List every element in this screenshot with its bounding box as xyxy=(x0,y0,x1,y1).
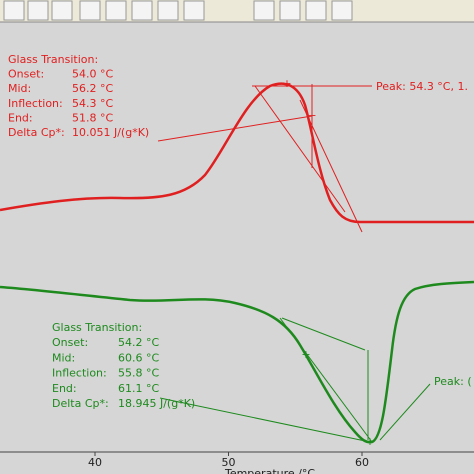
toolbar-button[interactable] xyxy=(279,0,301,21)
annotation-label: Delta Cp*: xyxy=(52,397,109,410)
annotation-value: 10.051 J/(g*K) xyxy=(72,126,149,139)
toolbar-button[interactable] xyxy=(253,0,275,21)
point-marker: + xyxy=(301,348,310,361)
peak-marker: + xyxy=(282,77,291,90)
annotation-value: 55.8 °C xyxy=(118,367,159,380)
peak-marker: + xyxy=(365,435,374,448)
annotation-label: End: xyxy=(8,111,33,124)
annotation-label: Onset: xyxy=(8,68,44,81)
x-tick-label: 60 xyxy=(355,456,369,469)
annotation-label: Onset: xyxy=(52,336,88,349)
annotation-label: Inflection: xyxy=(8,97,63,110)
annotation-title: Glass Transition: xyxy=(8,53,98,66)
toolbar-button[interactable] xyxy=(305,0,327,21)
toolbar-button[interactable] xyxy=(79,0,101,21)
annotation-value: 18.945 J/(g*K) xyxy=(118,397,195,410)
annotation-value: 54.2 °C xyxy=(118,336,159,349)
annotations: Glass Transition: Onset: 54.0 °C Mid: 56.2 °… xyxy=(8,53,472,474)
green-curve xyxy=(0,280,474,444)
peak-label: Peak: 54.3 °C, 1. xyxy=(376,80,468,93)
toolbar-button[interactable] xyxy=(51,0,73,21)
toolbar-button[interactable] xyxy=(157,0,179,21)
annotation-label: End: xyxy=(52,382,77,395)
x-tick-label: 40 xyxy=(88,456,102,469)
annotation-value: 54.3 °C xyxy=(72,97,113,110)
toolbar-button[interactable] xyxy=(105,0,127,21)
annotation-label: Mid: xyxy=(8,82,31,95)
green-constructions xyxy=(159,317,431,443)
annotation-value: 56.2 °C xyxy=(72,82,113,95)
annotation-label: Inflection: xyxy=(52,367,107,380)
toolbar-button[interactable] xyxy=(183,0,205,21)
annotation-value: 61.1 °C xyxy=(118,382,159,395)
annotation-value: 51.8 °C xyxy=(72,111,113,124)
annotation-title: Glass Transition: xyxy=(52,321,142,334)
x-tick-label: 50 xyxy=(222,456,236,469)
toolbar-button[interactable] xyxy=(131,0,153,21)
x-axis-title: Temperature /°C xyxy=(224,467,315,474)
toolbar-buttons xyxy=(3,0,353,21)
toolbar-button[interactable] xyxy=(27,0,49,21)
toolbar-button[interactable] xyxy=(331,0,353,21)
peak-label: Peak: ( xyxy=(434,375,472,388)
annotation-label: Mid: xyxy=(52,351,75,364)
toolbar-button[interactable] xyxy=(3,0,25,21)
annotation-value: 54.0 °C xyxy=(72,68,113,81)
point-marker: + xyxy=(307,109,316,122)
red-constructions xyxy=(157,84,372,233)
annotation-label: Delta Cp*: xyxy=(8,126,65,139)
annotation-value: 60.6 °C xyxy=(118,351,159,364)
red-curve xyxy=(0,82,474,224)
